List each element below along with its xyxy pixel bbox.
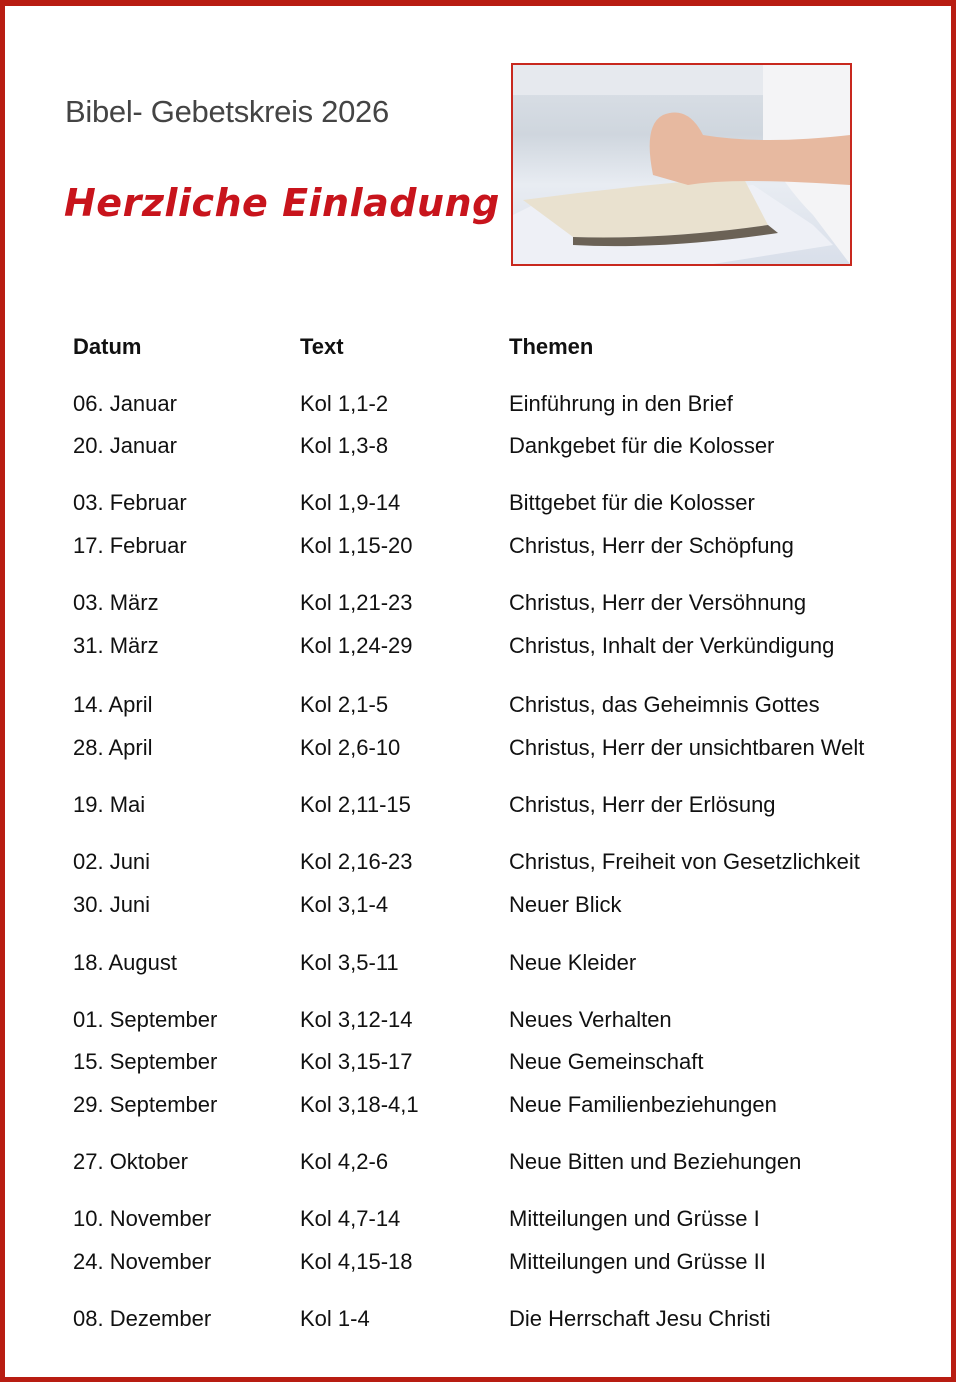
date-cell: 03. März bbox=[73, 590, 159, 615]
column-header-datum: Datum bbox=[73, 334, 142, 359]
text-cell: Kol 3,15-17 bbox=[300, 1049, 413, 1074]
text-cell: Kol 2,11-15 bbox=[300, 792, 411, 817]
text-cell: Kol 2,1-5 bbox=[300, 692, 389, 717]
column-header-text: Text bbox=[300, 334, 344, 359]
theme-cell: Christus, Herr der Schöpfung bbox=[509, 533, 794, 558]
text-cell: Kol 3,18-4,1 bbox=[300, 1092, 419, 1117]
date-cell: 18. August bbox=[73, 950, 177, 975]
date-cell: 28. April bbox=[73, 735, 153, 760]
date-cell: 01. September bbox=[73, 1007, 218, 1032]
date-cell: 15. September bbox=[73, 1049, 218, 1074]
column-header-themen: Themen bbox=[509, 334, 594, 359]
theme-cell: Neue Bitten und Beziehungen bbox=[509, 1149, 802, 1174]
theme-cell: Die Herrschaft Jesu Christi bbox=[509, 1306, 771, 1331]
date-cell: 24. November bbox=[73, 1249, 212, 1274]
theme-cell: Mitteilungen und Grüsse I bbox=[509, 1206, 760, 1231]
theme-cell: Christus, Herr der Erlösung bbox=[509, 792, 776, 817]
date-cell: 14. April bbox=[73, 692, 153, 717]
date-cell: 29. September bbox=[73, 1092, 218, 1117]
theme-cell: Dankgebet für die Kolosser bbox=[509, 433, 775, 458]
text-cell: Kol 4,7-14 bbox=[300, 1206, 401, 1231]
text-cell: Kol 1,3-8 bbox=[300, 433, 389, 458]
date-cell: 19. Mai bbox=[73, 792, 146, 817]
theme-cell: Bittgebet für die Kolosser bbox=[509, 490, 755, 515]
theme-cell: Christus, Freiheit von Gesetzlichkeit bbox=[509, 849, 860, 874]
theme-cell: Christus, Herr der Versöhnung bbox=[509, 590, 807, 615]
date-cell: 17. Februar bbox=[73, 533, 187, 558]
text-cell: Kol 3,12-14 bbox=[300, 1007, 413, 1032]
date-cell: 31. März bbox=[73, 633, 159, 658]
date-cell: 08. Dezember bbox=[73, 1306, 212, 1331]
theme-cell: Christus, das Geheimnis Gottes bbox=[509, 692, 820, 717]
theme-cell: Mitteilungen und Grüsse II bbox=[509, 1249, 766, 1274]
theme-cell: Neuer Blick bbox=[509, 892, 622, 917]
theme-cell: Christus, Inhalt der Verkündigung bbox=[509, 633, 835, 658]
text-cell: Kol 1,9-14 bbox=[300, 490, 401, 515]
text-cell: Kol 1,15-20 bbox=[300, 533, 413, 558]
theme-cell: Neue Familienbeziehungen bbox=[509, 1092, 777, 1117]
date-cell: 06. Januar bbox=[73, 391, 177, 416]
text-cell: Kol 1,24-29 bbox=[300, 633, 413, 658]
theme-cell: Neues Verhalten bbox=[509, 1007, 672, 1032]
text-cell: Kol 2,16-23 bbox=[300, 849, 413, 874]
text-cell: Kol 3,5-11 bbox=[300, 950, 399, 975]
theme-cell: Neue Kleider bbox=[509, 950, 637, 975]
invitation-heading: Herzliche Einladung bbox=[64, 181, 500, 225]
date-cell: 02. Juni bbox=[73, 849, 151, 874]
date-cell: 10. November bbox=[73, 1206, 212, 1231]
theme-cell: Christus, Herr der unsichtbaren Welt bbox=[509, 735, 865, 760]
text-cell: Kol 2,6-10 bbox=[300, 735, 401, 760]
text-cell: Kol 1,1-2 bbox=[300, 391, 389, 416]
theme-cell: Einführung in den Brief bbox=[509, 391, 733, 416]
text-cell: Kol 4,15-18 bbox=[300, 1249, 413, 1274]
text-cell: Kol 1,21-23 bbox=[300, 590, 413, 615]
date-cell: 27. Oktober bbox=[73, 1149, 188, 1174]
date-cell: 20. Januar bbox=[73, 433, 177, 458]
date-cell: 30. Juni bbox=[73, 892, 151, 917]
page-title: Bibel- Gebetskreis 2026 bbox=[65, 94, 389, 129]
text-cell: Kol 1-4 bbox=[300, 1306, 370, 1331]
text-cell: Kol 4,2-6 bbox=[300, 1149, 389, 1174]
praying-hands-photo bbox=[511, 63, 852, 266]
date-cell: 03. Februar bbox=[73, 490, 187, 515]
theme-cell: Neue Gemeinschaft bbox=[509, 1049, 704, 1074]
text-cell: Kol 3,1-4 bbox=[300, 892, 389, 917]
